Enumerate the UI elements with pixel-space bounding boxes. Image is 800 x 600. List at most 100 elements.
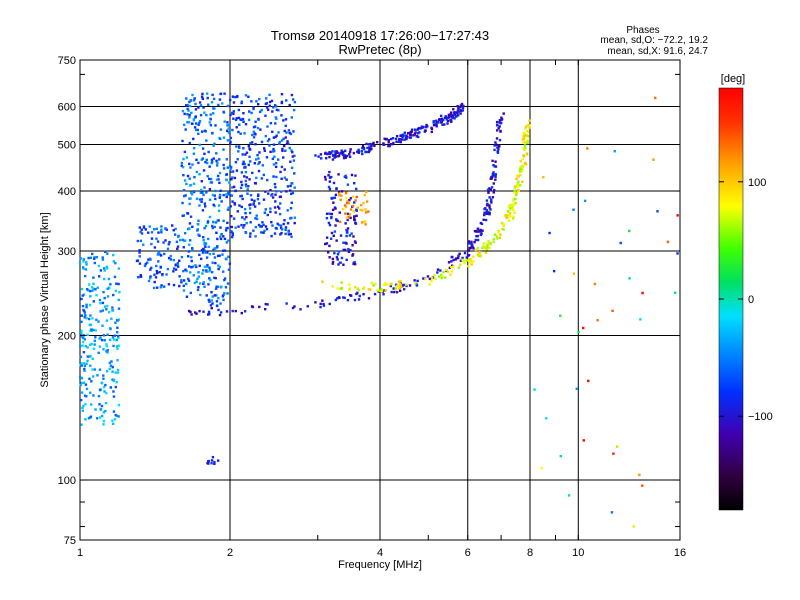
echo-point [211, 226, 214, 230]
echo-point [94, 329, 97, 332]
echo-point [334, 193, 338, 197]
echo-point [357, 151, 360, 154]
echo-point [208, 187, 212, 191]
echo-point [482, 244, 485, 248]
echo-point [392, 287, 395, 290]
echo-point [401, 133, 404, 136]
echo-point [182, 214, 185, 217]
echo-point [332, 201, 335, 204]
echo-point [490, 201, 493, 204]
echo-point [330, 215, 333, 219]
echo-point [290, 149, 293, 152]
echo-point [445, 268, 448, 272]
echo-point [289, 132, 293, 136]
echo-point [439, 269, 442, 272]
echo-point [174, 227, 177, 231]
echo-point [153, 273, 156, 276]
echo-point [227, 268, 231, 271]
echo-point [188, 116, 191, 119]
echo-point [239, 194, 242, 198]
echo-point [383, 137, 386, 140]
echo-point [156, 240, 160, 243]
echo-point [192, 119, 196, 122]
echo-point [95, 417, 99, 420]
echo-point [467, 259, 470, 262]
echo-point [188, 100, 191, 104]
echo-point [353, 215, 356, 218]
echo-point [183, 232, 187, 235]
echo-point [232, 101, 236, 104]
echo-point [182, 289, 186, 292]
echo-point [111, 336, 115, 339]
echo-point [283, 219, 286, 222]
echo-point [254, 217, 257, 220]
echo-point [460, 102, 464, 106]
echo-point [418, 131, 421, 134]
echo-point [526, 129, 529, 133]
echo-point [102, 385, 106, 389]
echo-point [206, 96, 209, 100]
echo-point [285, 142, 289, 146]
echo-point [410, 130, 414, 133]
echo-point [248, 147, 251, 151]
echo-point [112, 260, 116, 263]
echo-point [209, 304, 213, 307]
echo-point [80, 364, 83, 367]
echo-point [143, 264, 147, 268]
echo-point [207, 310, 211, 314]
echo-point [264, 134, 268, 138]
echo-point [274, 105, 278, 108]
echo-point [217, 308, 220, 312]
echo-point [361, 144, 365, 148]
echo-point [193, 126, 197, 129]
echo-point [452, 258, 455, 262]
echo-point [272, 147, 275, 151]
echo-point [248, 110, 251, 113]
echo-point [241, 197, 244, 201]
echo-point [235, 145, 238, 148]
echo-point [104, 250, 107, 253]
echo-point [254, 158, 258, 161]
echo-point [496, 151, 500, 154]
echo-point [202, 238, 205, 242]
echo-point [456, 111, 460, 114]
echo-point [239, 132, 242, 135]
echo-point [514, 201, 517, 205]
echo-point [467, 253, 471, 257]
echo-point [236, 94, 239, 98]
echo-point [257, 193, 260, 196]
y-tick-label: 100 [58, 475, 76, 487]
echo-point [114, 371, 117, 374]
echo-point [226, 166, 229, 169]
echo-point [426, 275, 430, 278]
echo-point [98, 388, 102, 392]
echo-point [250, 305, 254, 308]
echo-point [235, 126, 238, 129]
echo-point [461, 109, 465, 112]
echo-point [583, 199, 587, 203]
echo-point [83, 364, 87, 368]
echo-point [94, 288, 97, 291]
echo-point [194, 122, 198, 125]
echo-point [363, 220, 367, 223]
echo-point [284, 136, 287, 139]
echo-point [284, 232, 287, 236]
echo-point [337, 154, 341, 157]
echo-point [272, 163, 276, 166]
echo-point [185, 182, 188, 186]
echo-point [509, 206, 512, 210]
echo-point [279, 202, 282, 205]
echo-point [98, 345, 102, 348]
echo-point [108, 338, 112, 342]
echo-point [210, 101, 214, 104]
echo-point [99, 301, 102, 305]
echo-point [201, 272, 204, 275]
echo-point [82, 258, 86, 261]
echo-point [279, 233, 282, 236]
echo-point [248, 178, 251, 181]
echo-point [114, 385, 118, 389]
echo-point [162, 285, 166, 288]
echo-point [290, 235, 293, 238]
echo-point [267, 138, 271, 141]
echo-point [194, 102, 197, 106]
